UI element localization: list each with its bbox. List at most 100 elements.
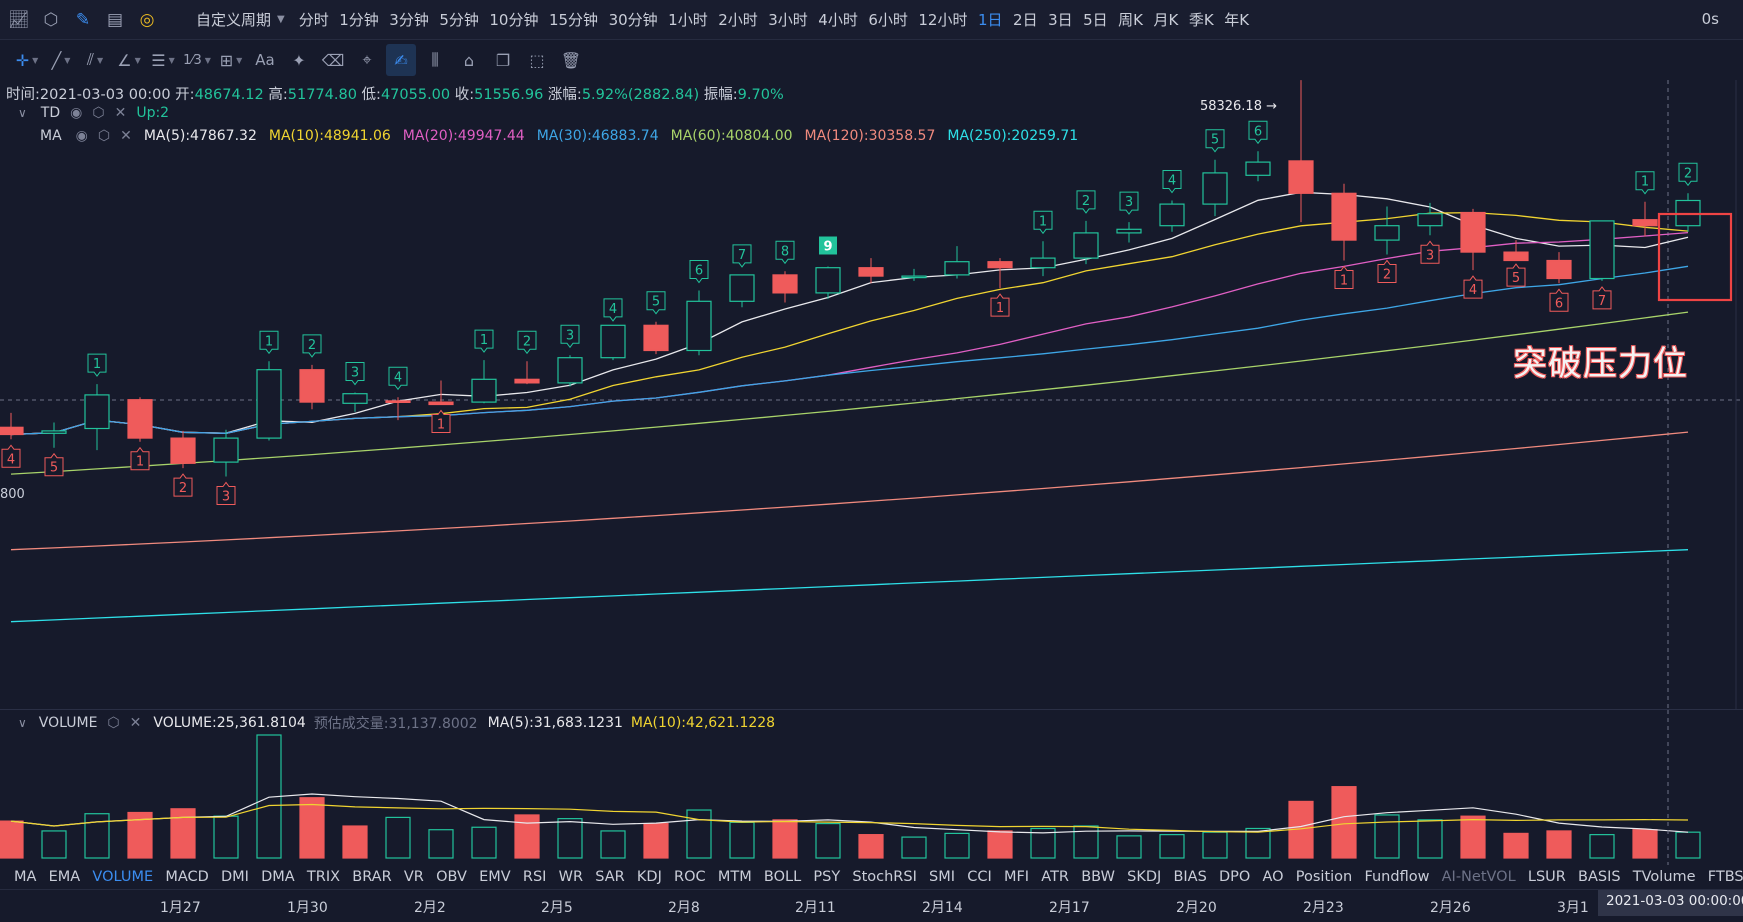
candle[interactable] [1374,206,1400,255]
volume-bar[interactable] [385,816,411,859]
volume-bar[interactable] [600,830,626,859]
period-tab[interactable]: 月K [1153,11,1179,29]
candle[interactable] [170,430,196,469]
period-tab[interactable]: 2小时 [718,11,758,29]
volume-bar[interactable] [41,830,67,859]
indicator-tab[interactable]: OBV [436,869,467,885]
volume-bar[interactable] [471,826,497,859]
candle[interactable] [944,246,970,279]
candle[interactable] [41,422,67,448]
volume-bar[interactable] [1589,834,1615,859]
candle[interactable] [858,258,884,284]
indicator-tab[interactable]: CCI [967,869,992,885]
indicator-tab[interactable]: ATR [1041,869,1070,885]
candle[interactable] [729,274,755,308]
volume-bar[interactable] [213,815,239,859]
indicator-tab[interactable]: MFI [1003,869,1030,885]
indicator-tab[interactable]: Fundflow [1364,869,1430,885]
volume-bar[interactable] [1675,831,1701,859]
candle[interactable] [1417,202,1443,236]
candle[interactable] [1073,220,1099,265]
pattern-tool[interactable]: ✦ [284,44,314,76]
indicator-tab[interactable]: PSY [813,869,841,885]
settings-icon[interactable]: ⬡ [97,128,111,144]
volume-bar[interactable] [1331,786,1357,859]
indicator-tab[interactable]: SMI [929,869,956,885]
period-tab[interactable]: 3分钟 [389,11,429,29]
volume-bar[interactable] [643,822,669,859]
indicator-tab[interactable]: MACD [165,869,209,885]
close-icon[interactable]: ✕ [129,715,142,731]
candle[interactable] [1288,80,1314,223]
indicator-tab[interactable]: KDJ [636,869,662,885]
eye-icon[interactable]: ◉ [70,105,83,121]
candle[interactable] [385,397,411,421]
period-tab[interactable]: 1日 [977,11,1003,29]
volume-chart[interactable] [0,710,1743,865]
indicator-tab[interactable]: StochRSI [852,869,917,885]
indicator-tab[interactable]: BBW [1081,869,1115,885]
close-icon[interactable]: ✕ [114,105,127,121]
candle[interactable] [514,361,540,385]
indicator-tab[interactable]: EMA [48,869,81,885]
volume-bar[interactable] [1632,829,1658,859]
candle[interactable] [256,361,282,441]
indicator-tab[interactable]: BRAR [352,869,392,885]
wave-tool[interactable]: 1⁄3 ▼ [183,52,211,68]
eraser-tool[interactable]: ⌫ [318,44,348,76]
indicator-tab[interactable]: AI-NetVOL [1441,869,1516,885]
trash-tool[interactable]: 🗑︎ [556,44,586,76]
period-tab[interactable]: 5分钟 [439,11,479,29]
indicator-tab[interactable]: SKDJ [1127,869,1162,885]
period-tab[interactable]: 10分钟 [489,11,539,29]
period-tab[interactable]: 12小时 [918,11,968,29]
candle[interactable] [815,266,841,299]
candle[interactable] [1331,183,1357,261]
volume-bar[interactable] [944,832,970,859]
indicator-tab[interactable]: ROC [674,869,706,885]
candle[interactable] [1030,241,1056,277]
period-tab[interactable]: 5日 [1083,11,1108,29]
period-tab[interactable]: 3小时 [768,11,808,29]
volume-bar[interactable] [858,834,884,859]
candle[interactable] [557,355,583,387]
volume-bar[interactable] [514,814,540,859]
volume-bar[interactable] [1546,830,1572,859]
indicator-tab[interactable]: MTM [717,869,752,885]
volume-bar[interactable] [1202,831,1228,859]
period-tab[interactable]: 2日 [1013,11,1038,29]
candle[interactable] [1503,240,1529,262]
candle[interactable] [686,290,712,356]
period-tab[interactable]: 分时 [298,11,329,29]
candle[interactable] [1202,159,1228,217]
indicator-tab[interactable]: TVolume [1632,869,1696,885]
candle[interactable] [342,392,368,412]
period-tab[interactable]: 周K [1118,11,1144,29]
volume-bar[interactable] [1030,827,1056,859]
candle[interactable] [643,321,669,355]
candle[interactable] [1159,200,1185,232]
collapse-chevron-icon[interactable]: ∨ [18,716,27,730]
indicator-tab[interactable]: SAR [595,869,625,885]
text-tool[interactable]: Aa [250,44,280,76]
candle[interactable] [0,412,24,440]
candle[interactable] [600,324,626,361]
candle[interactable] [299,364,325,410]
candle[interactable] [1675,193,1701,232]
draw-mode-tool[interactable]: ✍ [386,44,416,76]
indicator-tab[interactable]: AO [1262,869,1284,885]
horizontal-lines-tool[interactable]: ☰ ▼ [151,50,175,70]
volume-bar[interactable] [170,808,196,859]
pencil-icon[interactable]: ✎ [75,9,91,30]
candle[interactable] [1546,252,1572,284]
indicator-tab[interactable]: Position [1295,869,1353,885]
period-tab[interactable]: 15分钟 [548,11,599,29]
period-tab[interactable]: 1分钟 [339,11,379,29]
volume-bar[interactable] [1460,815,1486,859]
period-tab[interactable]: 年K [1224,11,1250,29]
volume-bar[interactable] [428,829,454,859]
volume-bar[interactable] [1245,827,1271,859]
candle[interactable] [428,380,454,406]
channel-tool[interactable]: ⫽ ▼ [86,50,104,69]
volume-bar[interactable] [0,820,24,859]
